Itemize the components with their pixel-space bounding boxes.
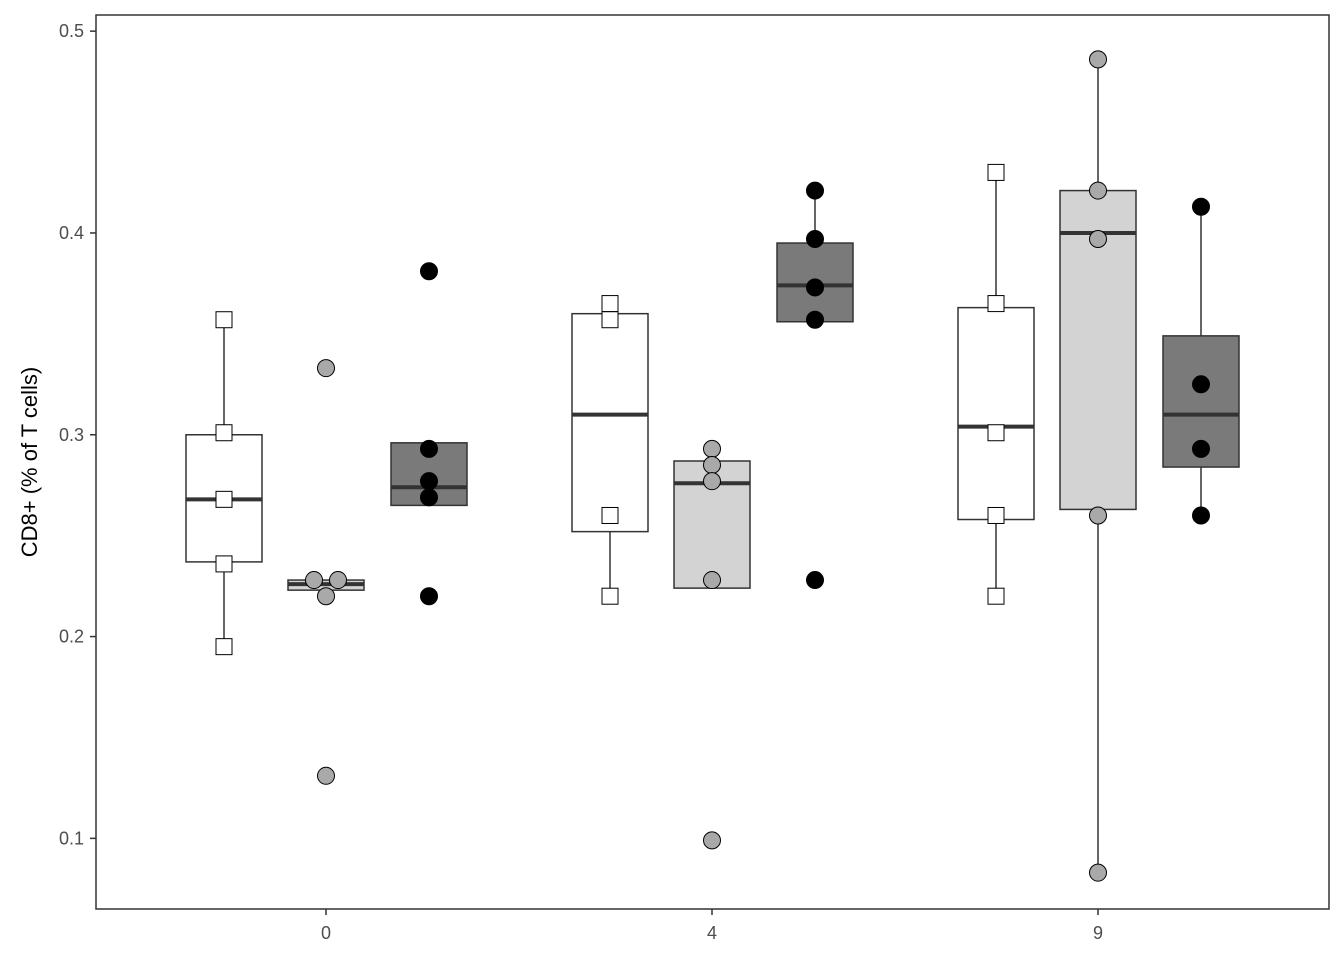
data-point	[806, 571, 824, 590]
data-point	[317, 359, 335, 378]
box	[957, 306, 1035, 521]
x-tick-label: 9	[1093, 923, 1103, 943]
data-point	[703, 571, 721, 590]
plot-area	[185, 50, 1240, 882]
data-point	[703, 439, 721, 458]
data-point	[1192, 506, 1210, 525]
data-point	[215, 424, 233, 442]
plot-panel-border	[95, 14, 1330, 910]
data-point	[806, 230, 824, 249]
y-tick-label: 0.2	[59, 627, 84, 647]
box	[571, 312, 649, 533]
data-point	[215, 490, 233, 508]
data-point	[987, 424, 1005, 442]
y-axis: 0.1 0.2 0.3 0.4 0.5	[59, 21, 96, 848]
data-point	[420, 262, 438, 281]
data-point	[1089, 506, 1107, 525]
y-tick-label: 0.4	[59, 223, 84, 243]
data-point	[1089, 230, 1107, 249]
data-point	[987, 163, 1005, 181]
data-point	[703, 472, 721, 491]
data-point	[305, 571, 323, 590]
data-point	[987, 295, 1005, 313]
data-point	[1089, 50, 1107, 69]
data-point	[215, 638, 233, 656]
data-point	[1089, 181, 1107, 200]
data-point	[703, 831, 721, 850]
x-tick-label: 0	[321, 923, 331, 943]
data-point	[703, 456, 721, 475]
data-point	[215, 311, 233, 329]
y-tick-label: 0.5	[59, 21, 84, 41]
box-group	[571, 303, 649, 597]
box-group	[185, 319, 263, 647]
data-point	[420, 439, 438, 458]
x-axis: 0 4 9	[321, 909, 1103, 943]
y-tick-label: 0.1	[59, 828, 84, 848]
data-point	[1192, 375, 1210, 394]
data-point	[987, 587, 1005, 605]
x-tick-label: 4	[707, 923, 717, 943]
data-point	[317, 587, 335, 606]
data-point	[601, 295, 619, 313]
data-point	[1192, 439, 1210, 458]
data-point	[1192, 197, 1210, 216]
data-point	[329, 571, 347, 590]
data-point	[601, 311, 619, 329]
y-tick-label: 0.3	[59, 425, 84, 445]
data-point	[806, 278, 824, 297]
data-point	[806, 310, 824, 329]
box-group	[957, 172, 1035, 597]
data-point	[601, 506, 619, 524]
y-axis-title: CD8+ (% of T cells)	[17, 367, 42, 558]
data-point	[806, 181, 824, 200]
data-point	[420, 587, 438, 606]
box-group	[776, 190, 854, 323]
data-point	[420, 488, 438, 507]
data-point	[601, 587, 619, 605]
data-point	[987, 506, 1005, 524]
data-point	[215, 555, 233, 573]
data-point	[317, 766, 335, 785]
box-group	[1162, 206, 1240, 516]
data-point	[420, 472, 438, 491]
box-group	[1059, 59, 1137, 873]
data-point	[1089, 863, 1107, 882]
